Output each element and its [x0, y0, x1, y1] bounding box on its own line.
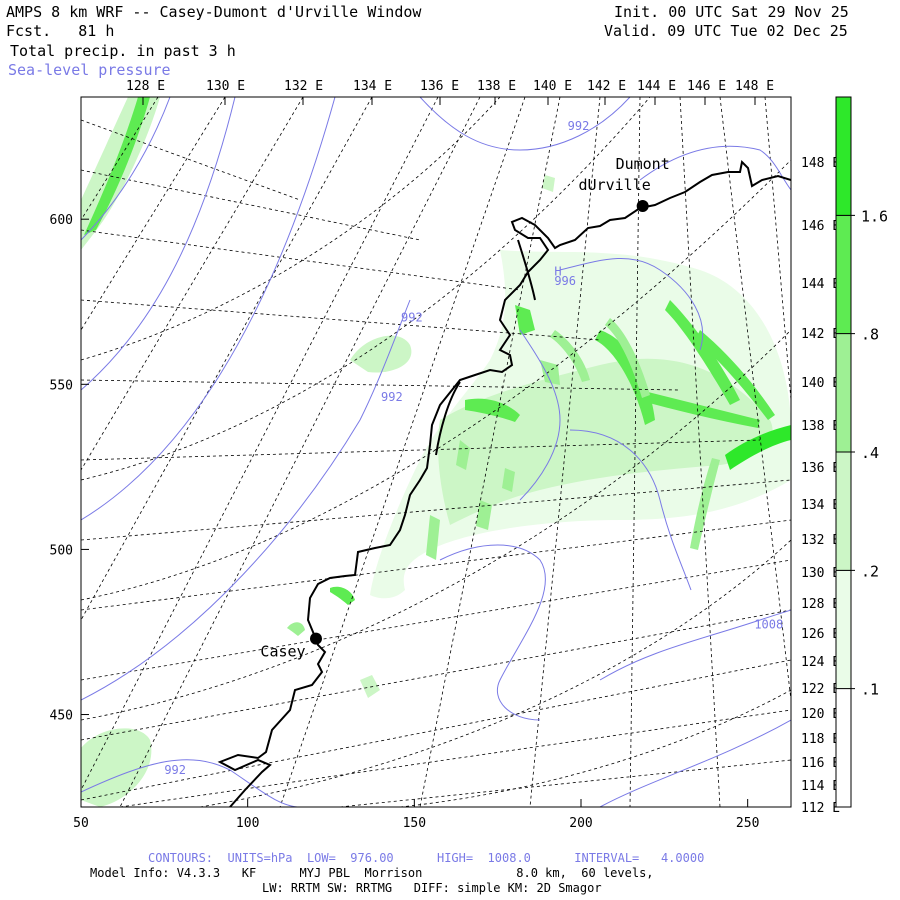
colorbar-segment	[835, 570, 852, 689]
y-tick-label: 450	[50, 709, 73, 724]
right-lon-label: 142 E	[801, 327, 840, 342]
right-lon-label: 144 E	[801, 277, 840, 292]
pressure-label: 992	[164, 763, 186, 777]
top-lon-label: 148 E	[735, 79, 774, 94]
station-label: Dumont	[616, 155, 670, 173]
right-lon-label: 120 E	[801, 707, 840, 722]
stations: Casey Dumont dUrville	[260, 155, 669, 661]
overlay-name: Sea-level pressure	[8, 61, 171, 79]
pressure-labels: 992 992 992 992 996 1008 H	[164, 119, 783, 777]
valid-label: Valid.	[604, 22, 659, 40]
right-lon-label: 126 E	[801, 627, 840, 642]
colorbar-segment	[835, 333, 852, 453]
colorbar-label: 1.6	[861, 207, 888, 225]
init-label: Init.	[614, 3, 660, 21]
pressure-label: H	[554, 264, 561, 278]
y-tick-label: 500	[50, 543, 73, 558]
colorbar-labels: .1 .2 .4 .8 1.6	[836, 207, 888, 699]
pressure-label: 996	[554, 274, 576, 288]
right-lon-label: 136 E	[801, 461, 840, 476]
x-tick-label: 150	[403, 816, 426, 831]
map-title: AMPS 8 km WRF -- Casey-Dumont d'Urville …	[6, 3, 422, 21]
top-lon-label: 134 E	[353, 79, 392, 94]
pressure-label: 992	[381, 390, 403, 404]
colorbar: .1 .2 .4 .8 1.6	[835, 96, 888, 808]
right-lon-label: 140 E	[801, 376, 840, 391]
colorbar-fills	[835, 96, 852, 689]
x-tick-label: 100	[236, 816, 259, 831]
top-lon-label: 140 E	[533, 79, 572, 94]
colorbar-label: .8	[861, 326, 879, 344]
colorbar-label: .4	[861, 444, 879, 462]
colorbar-segment	[835, 451, 852, 571]
pressure-contours	[81, 97, 791, 807]
field-name: Total precip. in past 3 h	[10, 42, 236, 60]
valid-time: Valid. 09 UTC Tue 02 Dec 25	[604, 23, 848, 40]
map-area	[81, 97, 791, 807]
right-lon-label: 146 E	[801, 219, 840, 234]
contours-info: CONTOURS: UNITS=hPa LOW= 976.00 HIGH= 10…	[148, 851, 705, 865]
top-lon-label: 146 E	[687, 79, 726, 94]
top-lon-label: 130 E	[206, 79, 245, 94]
colorbar-segment	[835, 96, 852, 216]
right-lon-label: 112 E	[801, 801, 840, 816]
top-lon-label: 142 E	[587, 79, 626, 94]
station-label: Casey	[260, 643, 305, 661]
forecast-hour: Fcst. 81 h	[6, 23, 114, 40]
init-value: 00 UTC Sat 29 Nov 25	[668, 3, 849, 21]
x-tick-label: 250	[736, 816, 759, 831]
top-lon-label: 144 E	[637, 79, 676, 94]
right-lon-label: 118 E	[801, 732, 840, 747]
top-ticks	[142, 97, 756, 105]
right-lon-label: 114 E	[801, 779, 840, 794]
fcst-label: Fcst.	[6, 22, 52, 40]
colorbar-label: .2	[861, 562, 879, 580]
right-lon-label: 124 E	[801, 655, 840, 670]
x-tick-label: 200	[569, 816, 592, 831]
map-frame	[80, 96, 792, 808]
model-info: Model Info: V4.3.3 KF MYJ PBL Morrison 8…	[90, 866, 654, 880]
y-tick-label: 600	[50, 213, 73, 228]
right-lon-label: 128 E	[801, 597, 840, 612]
init-time: Init. 00 UTC Sat 29 Nov 25	[614, 4, 849, 21]
right-longitude-labels: 148 E 146 E 144 E 142 E 140 E 138 E 136 …	[801, 156, 840, 816]
right-lon-label: 122 E	[801, 682, 840, 697]
pressure-label: 1008	[754, 618, 783, 632]
y-tick-label: 550	[50, 378, 73, 393]
valid-value: 09 UTC Tue 02 Dec 25	[667, 22, 848, 40]
physics-info: LW: RRTM SW: RRTMG DIFF: simple KM: 2D S…	[262, 881, 602, 895]
colorbar-segment	[835, 215, 852, 334]
x-tick-label: 50	[73, 816, 89, 831]
top-lon-label: 138 E	[477, 79, 516, 94]
colorbar-label: .1	[861, 681, 879, 699]
right-lon-label: 116 E	[801, 756, 840, 771]
station-marker	[310, 632, 322, 645]
top-lon-label: 136 E	[420, 79, 459, 94]
lat-lon-grid	[81, 97, 791, 807]
precip-shading	[81, 97, 791, 807]
station-marker	[636, 199, 649, 212]
right-lon-label: 148 E	[801, 156, 840, 171]
right-lon-label: 134 E	[801, 498, 840, 513]
y-axis: 600 550 500 450	[50, 213, 89, 724]
x-axis: 50 100 150 200 250	[73, 799, 759, 831]
right-lon-label: 130 E	[801, 566, 840, 581]
right-lon-label: 138 E	[801, 419, 840, 434]
pressure-label: 992	[401, 311, 423, 325]
top-lon-label: 128 E	[126, 79, 165, 94]
top-longitude-labels: 128 E 130 E 132 E 134 E 136 E 138 E 140 …	[126, 79, 774, 94]
top-lon-label: 132 E	[284, 79, 323, 94]
pressure-label: 992	[568, 119, 590, 133]
fcst-value: 81 h	[78, 22, 115, 40]
station-label-2: dUrville	[579, 176, 651, 194]
right-lon-label: 132 E	[801, 533, 840, 548]
